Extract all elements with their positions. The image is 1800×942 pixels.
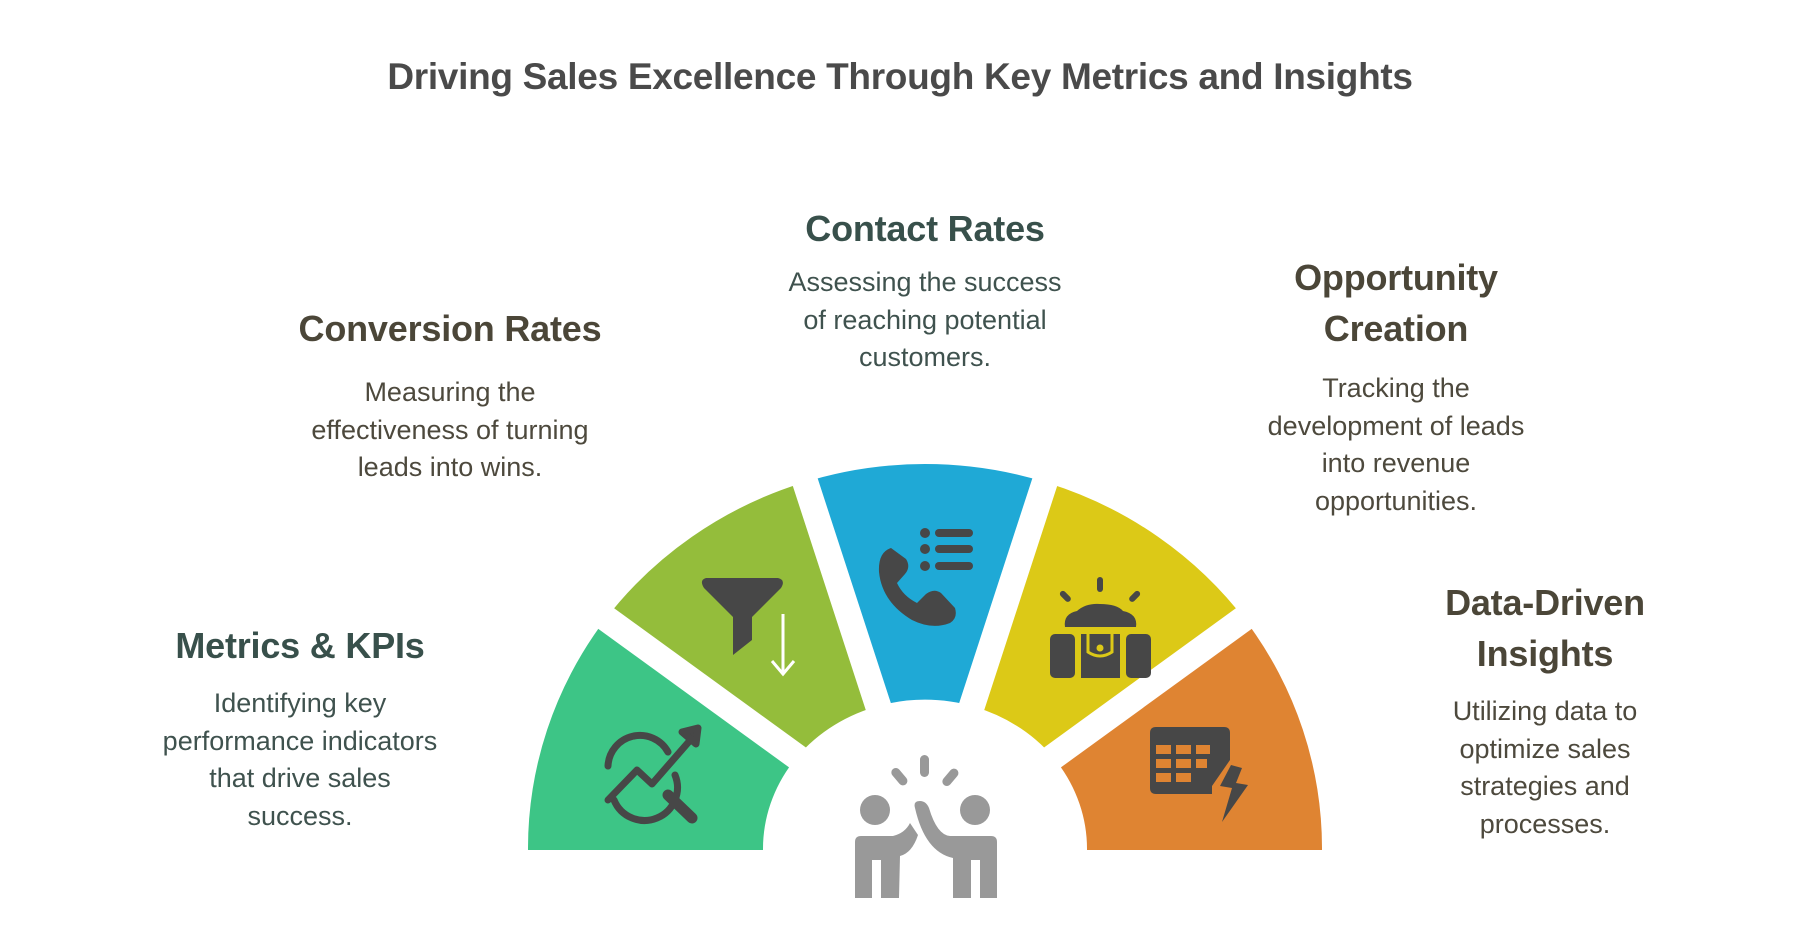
- phone-list-icon: [878, 528, 973, 626]
- chart-magnifier-icon: [604, 724, 702, 824]
- description-opportunity: Tracking the development of leads into r…: [1267, 373, 1525, 516]
- page-title: Driving Sales Excellence Through Key Met…: [387, 56, 1413, 97]
- funnel-icon: [701, 578, 796, 677]
- heading-opportunity: Opportunity Creation: [1294, 257, 1498, 349]
- text-block-contact: Contact Rates Assessing the success of r…: [735, 203, 1115, 377]
- high-five-icon: [855, 755, 997, 898]
- text-block-metrics: Metrics & KPIs Identifying key performan…: [120, 620, 480, 835]
- table-lightning-icon: [1150, 727, 1248, 822]
- text-block-opportunity: Opportunity Creation Tracking the develo…: [1216, 252, 1576, 520]
- heading-conversion: Conversion Rates: [298, 308, 602, 349]
- heading-contact: Contact Rates: [805, 208, 1045, 249]
- description-conversion: Measuring the effectiveness of turning l…: [311, 377, 589, 482]
- segment-metrics-wedge: [527, 621, 793, 850]
- text-block-conversion: Conversion Rates Measuring the effective…: [260, 303, 640, 487]
- description-metrics: Identifying key performance indicators t…: [162, 688, 438, 831]
- description-contact: Assessing the success of reaching potent…: [788, 267, 1062, 372]
- treasure-chest-icon: [1050, 577, 1151, 678]
- heading-insights: Data-Driven Insights: [1445, 582, 1645, 674]
- text-block-insights: Data-Driven Insights Utilizing data to o…: [1375, 577, 1715, 843]
- heading-metrics: Metrics & KPIs: [175, 625, 425, 666]
- segment-metrics: [527, 621, 793, 850]
- description-insights: Utilizing data to optimize sales strateg…: [1452, 696, 1638, 839]
